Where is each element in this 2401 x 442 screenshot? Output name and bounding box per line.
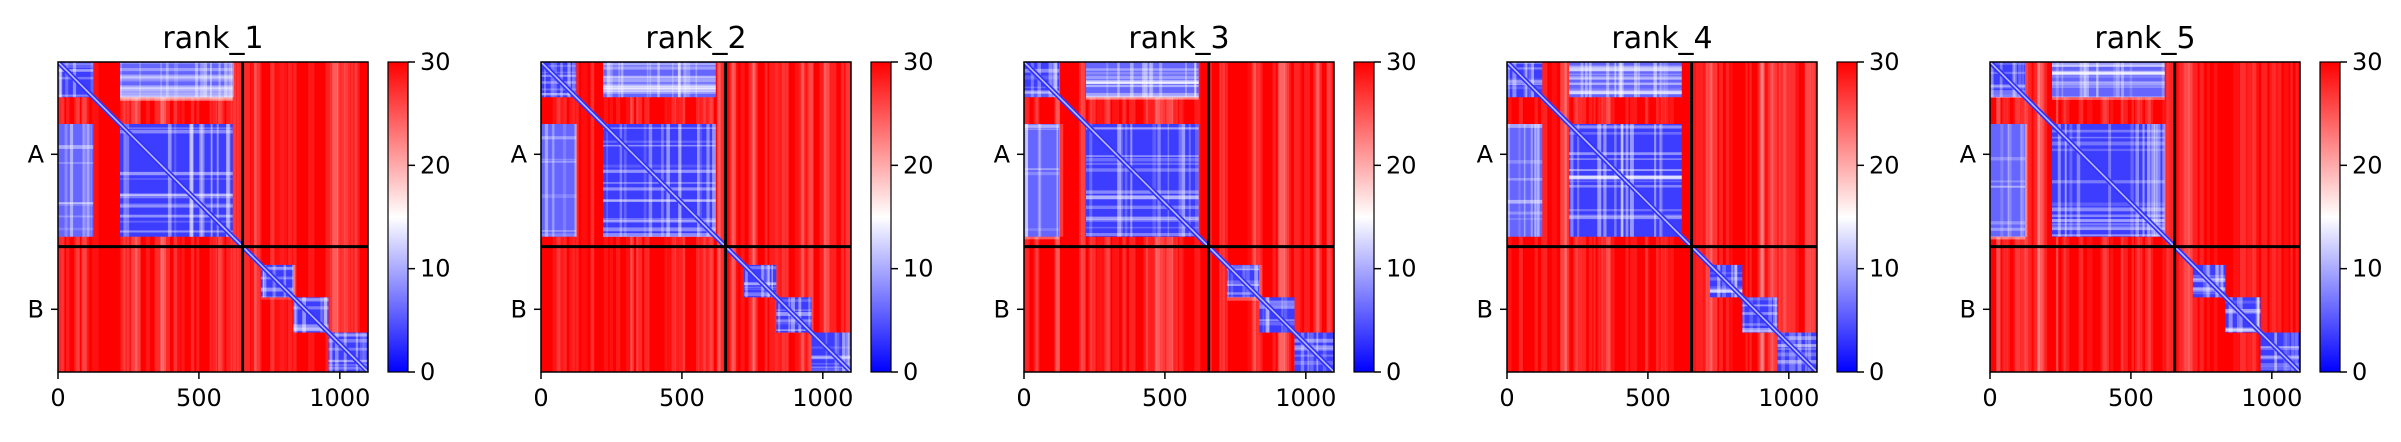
x-tick-label: 0	[1499, 384, 1514, 412]
colorbar-tick-label: 10	[903, 255, 934, 283]
colorbar-tick-label: 10	[1386, 255, 1417, 283]
colorbar-tick-label: 20	[2352, 151, 2383, 179]
x-tick-label: 0	[533, 384, 548, 412]
y-tick-label: B	[994, 295, 1010, 323]
heatmap-cells	[1507, 62, 1817, 372]
x-tick-label: 1000	[1758, 384, 1819, 412]
colorbar-tick-label: 20	[1869, 151, 1900, 179]
panel-title: rank_2	[645, 21, 746, 56]
x-tick-label: 500	[176, 384, 222, 412]
colorbar-tick-label: 20	[420, 151, 451, 179]
colorbar-tick-label: 10	[1869, 255, 1900, 283]
x-tick-label: 500	[1142, 384, 1188, 412]
heatmap-cells	[541, 62, 851, 372]
colorbar-tick-label: 0	[903, 358, 918, 386]
panel-title: rank_3	[1128, 21, 1229, 56]
colorbar-tick-label: 0	[1386, 358, 1401, 386]
y-tick-label: B	[1477, 295, 1493, 323]
heatmap-cells	[1024, 62, 1334, 372]
x-tick-label: 500	[1625, 384, 1671, 412]
y-tick-label: A	[28, 140, 45, 168]
y-tick-label: B	[1960, 295, 1976, 323]
colorbar-tick-label: 10	[2352, 255, 2383, 283]
colorbar-tick-label: 30	[2352, 48, 2383, 76]
y-tick-label: A	[511, 140, 528, 168]
x-tick-label: 500	[2108, 384, 2154, 412]
colorbar-tick-label: 0	[1869, 358, 1884, 386]
colorbar-tick-label: 30	[420, 48, 451, 76]
panel-title: rank_1	[162, 21, 263, 56]
axes-frame	[540, 61, 852, 373]
y-tick-label: B	[511, 295, 527, 323]
y-tick-label: A	[1960, 140, 1977, 168]
colorbar	[870, 61, 892, 373]
colorbar-tick-label: 20	[903, 151, 934, 179]
colorbar-tick-label: 10	[420, 255, 451, 283]
y-tick-label: A	[1477, 140, 1494, 168]
colorbar-tick-label: 0	[420, 358, 435, 386]
x-tick-label: 0	[50, 384, 65, 412]
x-tick-label: 1000	[309, 384, 370, 412]
x-tick-label: 500	[659, 384, 705, 412]
colorbar	[1836, 61, 1858, 373]
panel-2: rank_2 0 500 1000 A B 0 10 20 30	[511, 21, 934, 412]
heatmap-cells	[58, 62, 368, 372]
colorbar	[2319, 61, 2341, 373]
colorbar-tick-label: 30	[903, 48, 934, 76]
panel-title: rank_5	[2094, 21, 2195, 56]
colorbar	[1353, 61, 1375, 373]
x-tick-label: 0	[1982, 384, 1997, 412]
colorbar-tick-label: 0	[2352, 358, 2367, 386]
y-tick-label: B	[28, 295, 44, 323]
x-tick-label: 1000	[2241, 384, 2302, 412]
axes-frame	[1506, 61, 1818, 373]
x-tick-label: 0	[1016, 384, 1031, 412]
y-tick-label: A	[994, 140, 1011, 168]
colorbar	[387, 61, 409, 373]
axes-frame	[1023, 61, 1335, 373]
heatmap-cells	[1990, 62, 2300, 372]
colorbar-tick-label: 30	[1869, 48, 1900, 76]
axes-frame	[57, 61, 369, 373]
colorbar-tick-label: 20	[1386, 151, 1417, 179]
x-tick-label: 1000	[1275, 384, 1336, 412]
x-tick-label: 1000	[792, 384, 853, 412]
panel-4: rank_4 0 500 1000 A B 0 10 20 30	[1477, 21, 1900, 412]
panel-3: rank_3 0 500 1000 A B 0 10 20 30	[994, 21, 1417, 412]
axes-frame	[1989, 61, 2301, 373]
panel-5: rank_5 0 500 1000 A B 0 10 20 30	[1960, 21, 2383, 412]
panel-title: rank_4	[1611, 21, 1712, 56]
panel-1: rank_1 0 500 1000 A B 0 10 20 30	[28, 21, 451, 412]
colorbar-tick-label: 30	[1386, 48, 1417, 76]
